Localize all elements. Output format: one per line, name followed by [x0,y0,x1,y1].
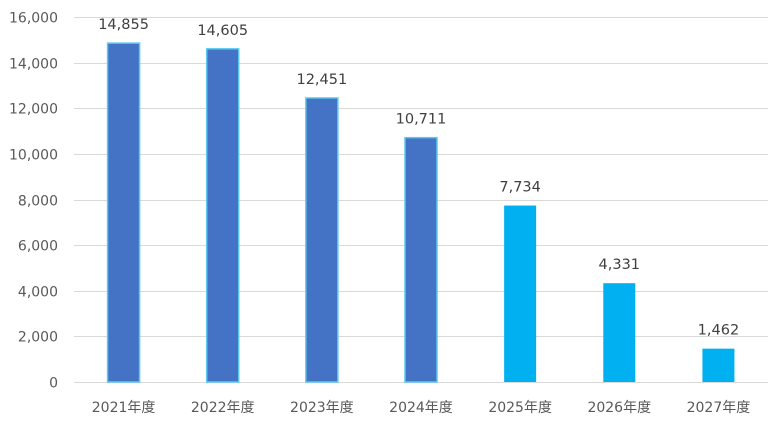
data-label: 7,734 [499,180,541,196]
y-tick-label: 14,000 [9,57,58,73]
data-label: 1,462 [698,323,740,339]
y-axis-tick-labels: 0 2,000 4,000 6,000 8,000 10,000 12,000 14,000 1… [9,11,58,392]
y-tick-label: 12,000 [9,102,58,118]
y-tick-label: 10,000 [9,148,58,164]
x-category-label: 2025年度 [488,400,552,416]
bar-2024年度 [404,136,438,383]
bars [106,42,735,383]
x-category-label: 2021年度 [92,400,156,416]
y-tick-label: 8,000 [18,194,58,210]
data-label: 12,451 [296,72,347,88]
x-category-label: 2026年度 [587,400,651,416]
y-tick-label: 6,000 [18,239,58,255]
bar-2026年度 [603,283,636,382]
x-category-label: 2022年度 [191,400,255,416]
y-tick-label: 0 [49,376,58,392]
x-category-label: 2023年度 [290,400,354,416]
x-category-label: 2024年度 [389,400,453,416]
data-label: 4,331 [599,257,641,273]
data-labels: 14,855 14,605 12,451 10,711 7,734 4,331 1,462 [98,17,739,339]
data-label: 10,711 [396,112,447,128]
data-label: 14,605 [197,23,248,39]
bar-2027年度 [702,348,735,382]
bar-2023年度 [305,97,339,383]
data-label: 14,855 [98,17,149,33]
y-tick-label: 2,000 [18,330,58,346]
y-tick-label: 16,000 [9,11,58,27]
bar-2025年度 [504,205,537,382]
x-category-label: 2027年度 [687,400,751,416]
bar-2022年度 [205,48,240,383]
x-axis-category-labels: 2021年度 2022年度 2023年度 2024年度 2025年度 2026年度 2027… [92,400,750,416]
y-tick-label: 4,000 [18,285,58,301]
bar-2021年度 [106,42,141,383]
